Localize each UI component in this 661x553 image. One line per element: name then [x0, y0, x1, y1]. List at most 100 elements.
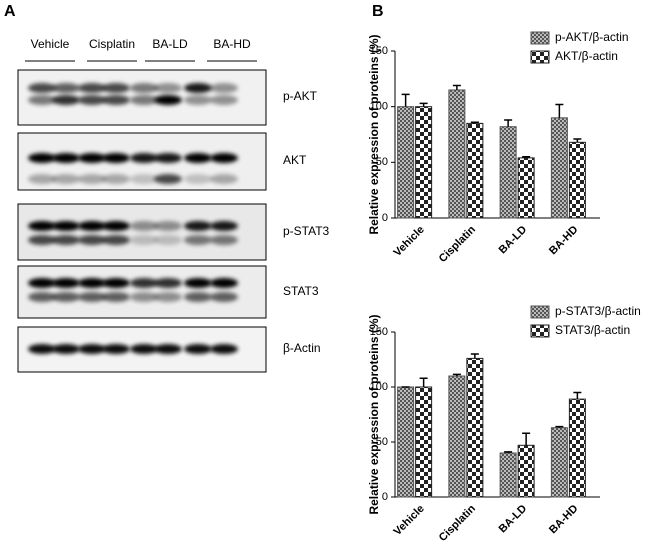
- blot-band: [130, 278, 158, 288]
- error-bar: [555, 103, 564, 118]
- blot-band: [154, 221, 182, 231]
- bar: [466, 122, 484, 219]
- blot-band: [28, 278, 56, 288]
- blot-band: [154, 153, 182, 163]
- legend-swatch: [530, 31, 550, 45]
- legend-label: STAT3/β-actin: [555, 323, 630, 337]
- x-tick-label: BA-LD: [497, 503, 530, 536]
- blot-band: [78, 174, 106, 184]
- blot-band: [28, 235, 56, 245]
- blot-band: [78, 344, 106, 354]
- blot-band: [130, 292, 158, 302]
- y-axis-label: Relative expression of proteins (%): [367, 34, 381, 234]
- lane-label: BA-LD: [152, 37, 188, 51]
- protein-label: STAT3: [283, 284, 319, 298]
- legend-swatch: [530, 324, 550, 338]
- blot-band: [130, 153, 158, 163]
- bar: [415, 106, 433, 219]
- error-bar: [504, 451, 513, 453]
- y-tick-label: 0: [382, 212, 388, 224]
- blot-band: [28, 83, 56, 93]
- blot-band: [78, 153, 106, 163]
- lane-label: BA-HD: [213, 37, 251, 51]
- bar: [568, 141, 586, 219]
- blot-band: [184, 278, 212, 288]
- y-tick-label: 50: [376, 436, 388, 448]
- error-bar: [452, 84, 461, 90]
- blot-band: [210, 278, 238, 288]
- blot-band: [28, 174, 56, 184]
- bar: [397, 106, 415, 219]
- x-tick-label: BA-HD: [547, 503, 581, 537]
- blot-band: [52, 221, 80, 231]
- blot-band: [52, 153, 80, 163]
- blot-band: [102, 278, 130, 288]
- blot-band: [154, 95, 182, 105]
- blot-band: [210, 95, 238, 105]
- blot-band: [28, 95, 56, 105]
- blot-band: [102, 153, 130, 163]
- error-bar: [419, 102, 428, 107]
- blot-band: [102, 221, 130, 231]
- x-tick-label: Cisplatin: [437, 502, 479, 544]
- blot-band: [184, 174, 212, 184]
- blot-band: [52, 278, 80, 288]
- y-tick-label: 100: [370, 381, 388, 393]
- bar: [550, 427, 568, 498]
- y-tick-label: 50: [376, 156, 388, 168]
- y-tick-label: 0: [382, 491, 388, 503]
- blot-band: [184, 83, 212, 93]
- blot-band: [28, 292, 56, 302]
- panel-label: A: [4, 3, 16, 20]
- blot-band: [102, 292, 130, 302]
- blot-band: [102, 83, 130, 93]
- blot-box: [17, 203, 267, 261]
- blot-band: [28, 221, 56, 231]
- blot-band: [130, 95, 158, 105]
- blot-band: [210, 344, 238, 354]
- bar: [550, 117, 568, 219]
- protein-label: p-STAT3: [283, 224, 330, 238]
- blot-band: [184, 95, 212, 105]
- y-tick-label: 150: [370, 326, 388, 338]
- blot-band: [210, 174, 238, 184]
- blot-band: [52, 235, 80, 245]
- y-tick-label: 150: [370, 45, 388, 57]
- blot-band: [154, 235, 182, 245]
- error-bar: [401, 93, 410, 107]
- blot-band: [52, 344, 80, 354]
- legend-label: p-AKT/β-actin: [555, 30, 629, 44]
- protein-label: AKT: [283, 153, 307, 167]
- bar: [568, 398, 586, 498]
- error-bar: [573, 391, 582, 400]
- blot-band: [28, 344, 56, 354]
- legend-label: p-STAT3/β-actin: [555, 304, 641, 318]
- blot-band: [130, 83, 158, 93]
- blot-band: [102, 235, 130, 245]
- lane-label: Vehicle: [31, 37, 70, 51]
- blot-band: [78, 221, 106, 231]
- protein-label: p-AKT: [283, 89, 318, 103]
- bar: [448, 89, 466, 219]
- error-bar: [522, 432, 531, 446]
- x-tick-label: BA-HD: [547, 224, 581, 258]
- blot-band: [154, 344, 182, 354]
- blot-band: [130, 235, 158, 245]
- x-tick-label: Vehicle: [392, 503, 427, 538]
- blot-band: [184, 344, 212, 354]
- blot-band: [78, 235, 106, 245]
- bar: [466, 357, 484, 498]
- blot-band: [52, 292, 80, 302]
- blot-band: [78, 278, 106, 288]
- blot-band: [130, 174, 158, 184]
- blot-band: [52, 174, 80, 184]
- blot-band: [154, 174, 182, 184]
- blot-band: [52, 83, 80, 93]
- bar: [397, 386, 415, 498]
- error-bar: [555, 425, 564, 428]
- bar: [448, 375, 466, 498]
- blot-band: [184, 235, 212, 245]
- bar: [499, 126, 517, 219]
- blot-band: [102, 344, 130, 354]
